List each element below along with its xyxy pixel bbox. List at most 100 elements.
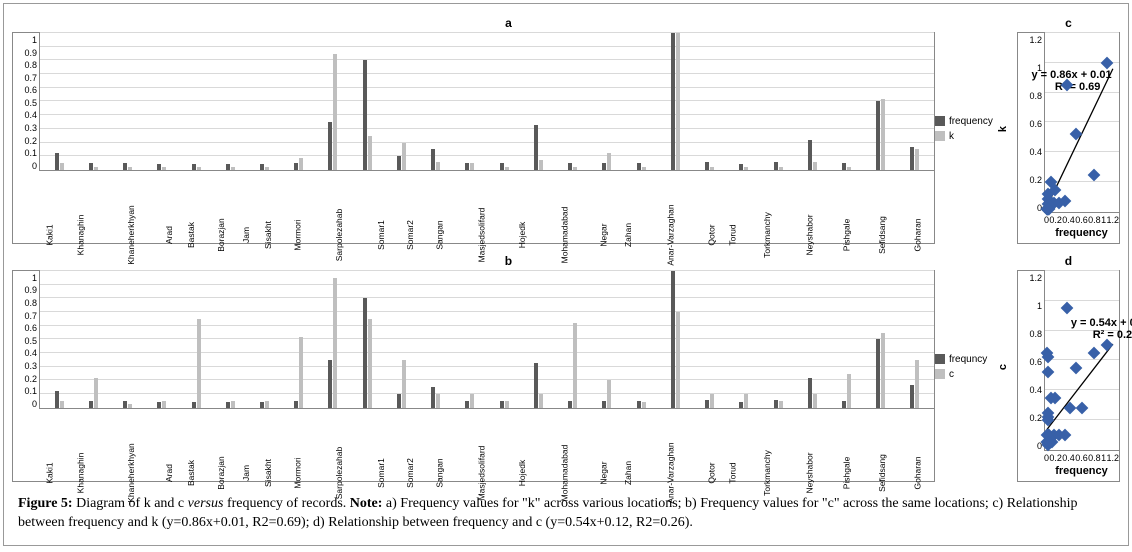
legend-item: c	[935, 369, 954, 380]
bar-group	[453, 271, 487, 408]
bar-series2	[847, 167, 851, 170]
chart-d-box: c 00.20.40.60.811.2 y = 0.54x + 0.12 R² …	[1017, 270, 1120, 482]
bar-series2	[881, 99, 885, 170]
bar-series2	[915, 149, 919, 170]
bar-group	[521, 33, 555, 170]
bar-series2	[642, 402, 646, 407]
bar-group	[350, 33, 384, 170]
bar-series1	[226, 164, 230, 169]
bar-series2	[847, 374, 851, 408]
bar-series1	[157, 402, 161, 407]
bar-series1	[431, 149, 435, 170]
bar-series2	[505, 167, 509, 170]
bar-series2	[676, 33, 680, 170]
figure-container: a 00.10.20.30.40.50.60.70.80.91 Kaki1Kha…	[3, 3, 1129, 546]
bar-series1	[260, 164, 264, 169]
bar-series2	[744, 167, 748, 170]
bar-series1	[123, 401, 127, 408]
bar-series1	[671, 33, 675, 170]
bar-series1	[294, 163, 298, 170]
bar-series2	[162, 401, 166, 408]
bar-series2	[197, 319, 201, 408]
bar-series2	[402, 360, 406, 408]
bar-series1	[89, 163, 93, 170]
bar-series2	[265, 167, 269, 170]
bar-series1	[568, 401, 572, 408]
bar-series2	[299, 337, 303, 408]
bar-series2	[779, 167, 783, 170]
bar-group	[213, 33, 247, 170]
bar-group	[179, 271, 213, 408]
trend-line	[1045, 344, 1113, 432]
bar-series1	[55, 391, 59, 407]
bar-series2	[470, 394, 474, 408]
chart-b-plot: 00.10.20.30.40.50.60.70.80.91 Kaki1Khana…	[12, 270, 935, 482]
bar-series1	[910, 385, 914, 408]
chart-a-title: a	[505, 16, 512, 30]
chart-b-legend: frequncyc	[935, 252, 1005, 482]
bar-series2	[539, 160, 543, 170]
bar-series2	[710, 167, 714, 170]
bar-series1	[192, 164, 196, 169]
bar-series2	[744, 394, 748, 408]
bar-group	[864, 33, 898, 170]
bar-series2	[128, 404, 132, 408]
bar-group	[110, 33, 144, 170]
bar-series2	[60, 163, 64, 170]
bar-group	[590, 271, 624, 408]
bar-series2	[915, 360, 919, 408]
bar-group	[145, 271, 179, 408]
bar-group	[692, 271, 726, 408]
bar-group	[76, 33, 110, 170]
bar-series2	[881, 333, 885, 408]
bar-series1	[397, 394, 401, 408]
bar-group	[898, 33, 932, 170]
chart-d-title: d	[1065, 254, 1072, 268]
chart-c: c k 00.20.40.60.811.2 y = 0.86x + 0.01 R…	[1017, 14, 1120, 244]
bar-group	[76, 271, 110, 408]
bar-series2	[128, 167, 132, 170]
legend-item: frequency	[935, 116, 993, 127]
chart-c-yaxis: 00.20.40.60.811.2	[1018, 33, 1044, 213]
chart-a-legend: frequencyk	[935, 14, 1005, 244]
bar-series1	[774, 162, 778, 170]
bar-series1	[500, 401, 504, 408]
bar-group	[590, 33, 624, 170]
bar-series1	[705, 400, 709, 408]
bar-series2	[573, 323, 577, 408]
chart-d-xlabel: frequency	[1044, 465, 1119, 477]
bar-series1	[123, 163, 127, 170]
chart-b-title: b	[505, 254, 512, 268]
bar-series1	[876, 339, 880, 407]
bar-group	[487, 271, 521, 408]
bar-series2	[573, 167, 577, 170]
bar-group	[487, 33, 521, 170]
bar-series1	[89, 401, 93, 408]
bar-series2	[676, 312, 680, 408]
bar-group	[384, 271, 418, 408]
chart-d-ylabel: c	[997, 364, 1009, 370]
bar-series2	[162, 167, 166, 170]
bar-group	[179, 33, 213, 170]
chart-c-equation: y = 0.86x + 0.01 R² = 0.69	[1031, 69, 1111, 93]
bar-series1	[157, 164, 161, 169]
bar-series1	[294, 401, 298, 408]
bar-group	[658, 33, 692, 170]
bar-series1	[705, 162, 709, 170]
bar-series1	[465, 401, 469, 408]
bar-series2	[607, 380, 611, 407]
bar-series2	[539, 394, 543, 408]
bar-group	[727, 271, 761, 408]
bar-series1	[465, 163, 469, 170]
chart-d: d c 00.20.40.60.811.2 y = 0.54x + 0.12 R…	[1017, 252, 1120, 482]
bar-group	[795, 33, 829, 170]
x-label: Goharan	[881, 456, 953, 489]
bar-group	[624, 33, 658, 170]
bar-series1	[363, 298, 367, 408]
charts-area: a 00.10.20.30.40.50.60.70.80.91 Kaki1Kha…	[4, 4, 1128, 486]
bar-group	[556, 33, 590, 170]
bar-group	[316, 271, 350, 408]
bar-group	[624, 271, 658, 408]
bar-group	[727, 33, 761, 170]
bar-group	[419, 271, 453, 408]
